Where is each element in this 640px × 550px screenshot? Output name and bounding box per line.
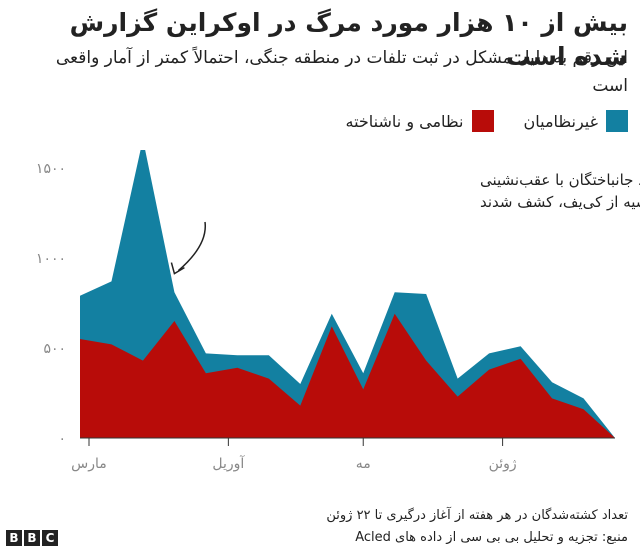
footnote: تعداد کشته‌شدگان در هر هفته از آغاز درگی… bbox=[326, 508, 628, 523]
annotation-arrowhead bbox=[170, 262, 185, 275]
bbc-logo-letter-1: B bbox=[6, 530, 22, 546]
y-tick-label: ۱۵۰۰ bbox=[36, 161, 66, 177]
x-tick-label: آوریل bbox=[212, 455, 245, 472]
x-tick-label: مه bbox=[356, 456, 371, 472]
chart-subtitle: این رقم به دلیل مشکل در ثبت تلفات در منط… bbox=[55, 48, 628, 96]
x-tick-label: مارس bbox=[71, 456, 107, 472]
y-tick-label: ۱۰۰۰ bbox=[36, 251, 66, 267]
y-axis: ۰ ۵۰۰ ۱۰۰۰ ۱۵۰۰ bbox=[36, 161, 66, 447]
legend-label-military: نظامی و ناشناخته bbox=[345, 111, 464, 131]
legend-item-civilians: غیرنظامیان bbox=[523, 110, 628, 132]
legend-label-civilians: غیرنظامیان bbox=[523, 111, 599, 131]
x-axis: مارس آوریل مه ژوئن bbox=[71, 437, 615, 472]
bbc-logo-letter-2: B bbox=[24, 530, 40, 546]
y-tick-label: ۰ bbox=[58, 431, 66, 447]
annotation-line: ارتش روسیه از کی‌یف، کشف شدند bbox=[480, 193, 640, 211]
area-civilians bbox=[80, 150, 615, 438]
bbc-logo: B B C bbox=[6, 530, 58, 546]
x-tick-label: ژوئن bbox=[489, 456, 517, 472]
chart-title: بیش از ۱۰ هزار مورد مرگ در اوکراین گزارش… bbox=[69, 8, 628, 71]
annotation-arrow bbox=[177, 221, 206, 272]
area-military bbox=[80, 313, 615, 438]
legend-swatch-civilians bbox=[606, 110, 628, 132]
bbc-logo-letter-3: C bbox=[42, 530, 58, 546]
annotation-line: اجساد جانباختگان با عقب‌نشینی bbox=[480, 171, 640, 189]
chart-legend: غیرنظامیان نظامی و ناشناخته bbox=[346, 110, 628, 132]
y-tick-label: ۵۰۰ bbox=[43, 341, 66, 357]
source-note: منبع: تجزیه و تحلیل بی بی سی از داده های… bbox=[355, 530, 628, 545]
legend-swatch-military bbox=[471, 110, 494, 132]
annotation: اجساد جانباختگان با عقب‌نشینی ارتش روسیه … bbox=[170, 171, 640, 275]
legend-item-military: نظامی و ناشناخته bbox=[346, 110, 494, 132]
chart-areas bbox=[80, 150, 615, 438]
area-chart: ۰ ۵۰۰ ۱۰۰۰ ۱۵۰۰ مارس آوریل مه ژوئن اجساد جانبا… bbox=[36, 150, 640, 472]
